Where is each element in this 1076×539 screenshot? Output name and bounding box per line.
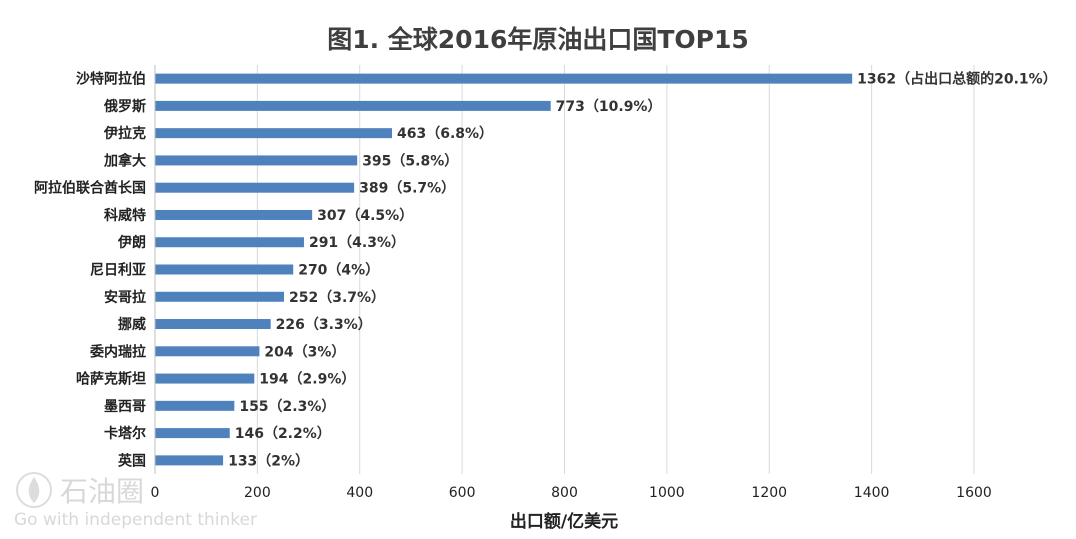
category-label: 伊拉克 [103,125,146,142]
bar [155,237,304,248]
category-label: 俄罗斯 [103,98,146,115]
watermark-slogan: Go with independent thinker [14,510,257,530]
watermark: 石油圈 Go with independent thinker [14,472,257,530]
bar [155,291,284,302]
x-tick-label: 1000 [649,485,685,501]
bar [155,182,355,193]
x-tick-label: 600 [449,485,476,501]
bar [155,100,551,111]
data-label: 389（5.7%） [359,181,455,197]
category-label: 安哥拉 [104,289,146,306]
bar [155,428,230,439]
category-label: 阿拉伯联合酋长国 [34,180,146,197]
category-label: 科威特 [104,207,146,224]
data-label: 194（2.9%） [259,372,355,388]
data-label: 1362（占出口总额的20.1%） [857,71,1057,88]
bar [155,73,853,84]
bar [155,346,260,357]
x-tick-label: 1400 [854,485,890,501]
category-label: 墨西哥 [104,399,146,415]
category-label: 挪威 [118,316,146,333]
x-axis-label: 出口额/亿美元 [510,511,618,532]
watermark-brand: 石油圈 [60,475,144,508]
x-tick-label: 1600 [956,485,992,501]
data-label: 133（2%） [228,453,309,469]
data-label: 270（4%） [298,263,379,279]
category-label: 委内瑞拉 [89,343,146,360]
x-tick-label: 800 [551,485,578,501]
x-tick-label: 400 [346,485,373,501]
data-label: 773（10.9%） [556,99,662,115]
data-label: 146（2.2%） [235,426,331,442]
bar [155,373,255,384]
data-label: 395（5.8%） [362,153,458,169]
category-label: 尼日利亚 [90,262,146,279]
bar [155,319,271,330]
category-label: 哈萨克斯坦 [76,371,146,388]
data-label: 155（2.3%） [239,399,335,415]
data-label: 204（3%） [264,344,345,360]
data-label: 463（6.8%） [397,126,493,142]
data-label: 226（3.3%） [276,317,372,333]
bar [155,209,313,220]
bar [155,264,294,275]
category-label: 沙特阿拉伯 [76,71,146,88]
x-tick-label: 1200 [751,485,787,501]
category-label: 卡塔尔 [104,425,146,442]
category-label: 加拿大 [103,152,146,169]
chart-title: 图1. 全球2016年原油出口国TOP15 [327,25,749,54]
category-label: 伊朗 [117,234,146,251]
data-label: 252（3.7%） [289,290,385,306]
bar [155,155,358,166]
category-labels: 沙特阿拉伯俄罗斯伊拉克加拿大阿拉伯联合酋长国科威特伊朗尼日利亚安哥拉挪威委内瑞拉… [34,71,146,470]
bar [155,455,224,466]
x-tick-label: 0 [151,485,160,501]
bar [155,400,235,411]
data-label: 307（4.5%） [317,208,413,224]
bar [155,128,392,139]
x-axis-ticks: 0 200 400 600 800 1000 1200 1400 1600 [151,485,992,501]
data-labels: 1362（占出口总额的20.1%） 773（10.9%） 463（6.8%） 395（… [228,71,1057,470]
x-tick-label: 200 [244,485,271,501]
bars [155,73,853,466]
oil-drop-logo-icon [16,472,52,508]
data-label: 291（4.3%） [309,235,405,251]
category-label: 英国 [117,452,146,469]
